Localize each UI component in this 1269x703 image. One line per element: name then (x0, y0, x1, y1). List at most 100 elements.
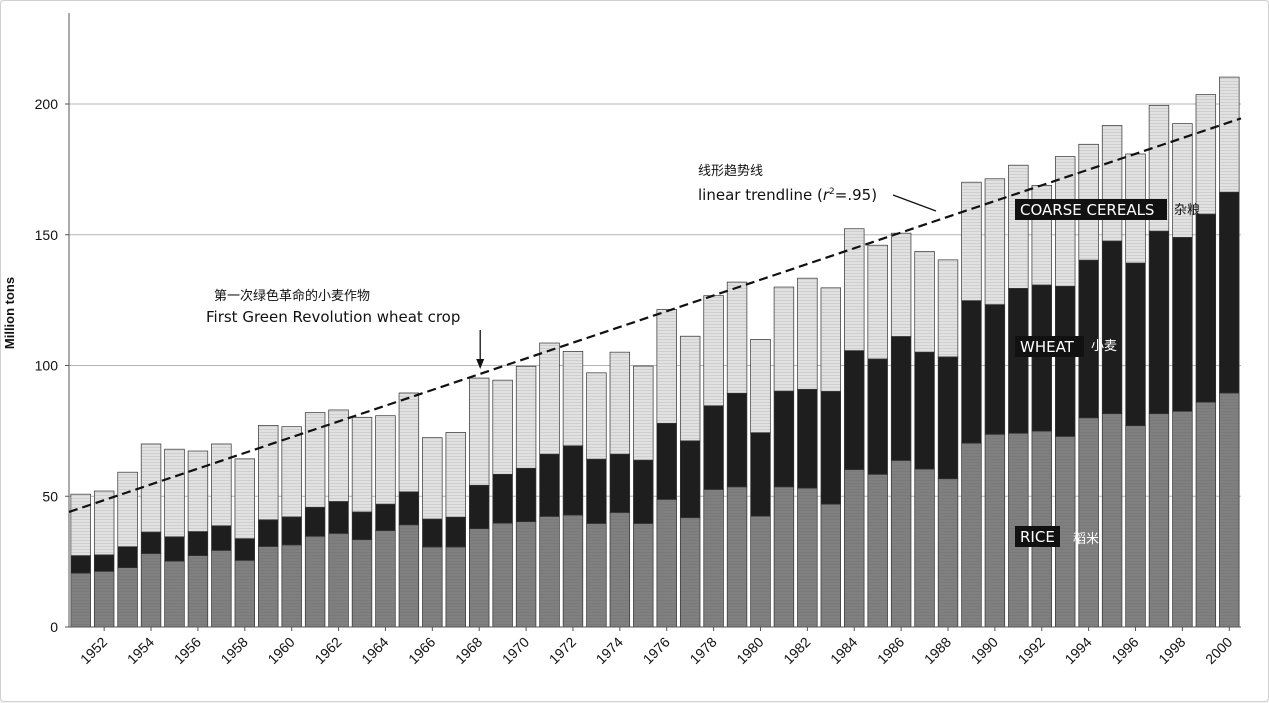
bar-wheat (726, 392, 748, 488)
x-tick-label: 1962 (311, 634, 344, 667)
bar-wheat (937, 356, 959, 480)
bar-coarse-cereals (117, 471, 138, 548)
wheat-label-zh: 小麦 (1091, 339, 1117, 354)
bar-rice (515, 521, 537, 628)
bar-wheat (609, 453, 631, 513)
bar-rice (679, 517, 701, 628)
y-tick-labels: 0 50 100 150 200 (35, 96, 69, 635)
wheat-label-text: WHEAT (1020, 338, 1075, 356)
bar-wheat (703, 405, 724, 490)
bar-wheat (1031, 284, 1052, 432)
bar-wheat (328, 501, 349, 534)
bar-wheat (445, 516, 466, 548)
bar-coarse-cereals (258, 425, 279, 521)
x-tick-label: 1998 (1155, 634, 1188, 667)
bar-coarse-cereals (469, 377, 490, 486)
bar-rice (164, 560, 185, 628)
bar-wheat (1101, 240, 1123, 414)
bar-coarse-cereals (984, 178, 1006, 305)
bar-coarse-cereals (750, 339, 771, 434)
bar-coarse-cereals (539, 342, 560, 455)
bar-rice (633, 523, 654, 628)
rice-label: RICE 稻米 (1015, 526, 1099, 547)
y-tick-label: 150 (35, 227, 59, 243)
bar-rice (820, 503, 842, 628)
bar-wheat (1055, 285, 1076, 437)
bar-coarse-cereals (937, 259, 959, 358)
coarse-cereals-label: COARSE CEREALS 杂粮 (1015, 199, 1200, 220)
x-tick-label: 1972 (546, 634, 579, 667)
bar-rice (1195, 401, 1217, 628)
bar-wheat (211, 525, 232, 551)
trendline-label-zh: 线形趋势线 (698, 163, 763, 179)
y-tick-label: 0 (50, 619, 58, 635)
bar-coarse-cereals (1008, 164, 1029, 289)
x-tick-label: 1974 (593, 634, 626, 667)
x-tick-label: 1968 (452, 634, 485, 667)
bar-coarse-cereals (398, 392, 420, 493)
green-revolution-arrow (476, 330, 485, 369)
rice-label-text: RICE (1020, 528, 1055, 546)
x-tick-label: 1952 (77, 634, 110, 667)
bar-wheat (93, 554, 115, 572)
bar-coarse-cereals (445, 432, 466, 518)
bar-wheat (492, 473, 513, 524)
bar-rice (703, 489, 724, 628)
bar-rice (773, 486, 795, 628)
bar-wheat (1125, 262, 1146, 426)
bar-rice (1172, 410, 1193, 628)
bar-coarse-cereals (656, 309, 677, 424)
rice-label-bg (1015, 526, 1060, 547)
x-tick-label: 1982 (780, 634, 813, 667)
bar-coarse-cereals (187, 450, 209, 532)
bar-wheat (750, 432, 771, 517)
y-tick-label: 50 (42, 488, 58, 504)
bar-coarse-cereals (679, 335, 701, 442)
x-tick-label: 2000 (1202, 634, 1235, 667)
bar-wheat (117, 546, 138, 568)
bar-coarse-cereals (1195, 94, 1217, 215)
bar-coarse-cereals (304, 412, 326, 508)
coarse-cereals-label-text: COARSE CEREALS (1020, 201, 1154, 219)
bar-rice (234, 559, 256, 628)
bar-wheat (281, 516, 302, 546)
x-tick-label: 1970 (499, 634, 532, 667)
bar-wheat (914, 351, 935, 470)
bar-rice (492, 522, 513, 628)
bar-rice (351, 539, 373, 628)
bar-coarse-cereals (281, 426, 302, 518)
bar-coarse-cereals (93, 490, 115, 556)
bar-wheat (656, 422, 677, 500)
x-tick-labels: 1952 1954 1956 1958 1960 1962 1964 1966 1968 1970… (77, 627, 1236, 667)
bar-wheat (679, 440, 701, 519)
x-tick-label: 1996 (1108, 634, 1141, 667)
y-tick-label: 200 (35, 96, 59, 112)
bar-coarse-cereals (328, 409, 349, 502)
bar-coarse-cereals (422, 437, 443, 520)
bar-wheat (258, 519, 279, 547)
bar-rice (469, 528, 490, 628)
x-tick-label: 1954 (124, 634, 157, 667)
bar-rice (211, 550, 232, 628)
bar-coarse-cereals (70, 493, 91, 556)
bars (70, 76, 1240, 628)
bar-rice (750, 515, 771, 628)
bar-coarse-cereals (1219, 76, 1240, 193)
bar-coarse-cereals (586, 372, 607, 460)
coarse-cereals-label-zh: 杂粮 (1174, 203, 1200, 218)
bar-wheat (562, 445, 584, 516)
trendline-label-part: linear trendline ( (698, 186, 823, 204)
bar-wheat (1195, 213, 1217, 403)
x-tick-label: 1990 (968, 634, 1001, 667)
trendline-label: linear trendline (r2=.95) (698, 186, 877, 204)
bar-wheat (469, 484, 490, 530)
bar-wheat (422, 518, 443, 548)
bar-coarse-cereals (164, 448, 185, 538)
bar-coarse-cereals (773, 286, 795, 392)
x-tick-label: 1992 (1015, 634, 1048, 667)
bar-wheat (70, 555, 91, 574)
bar-wheat (304, 506, 326, 537)
y-axis-title: Million tons (2, 277, 17, 349)
bar-rice (984, 433, 1006, 628)
